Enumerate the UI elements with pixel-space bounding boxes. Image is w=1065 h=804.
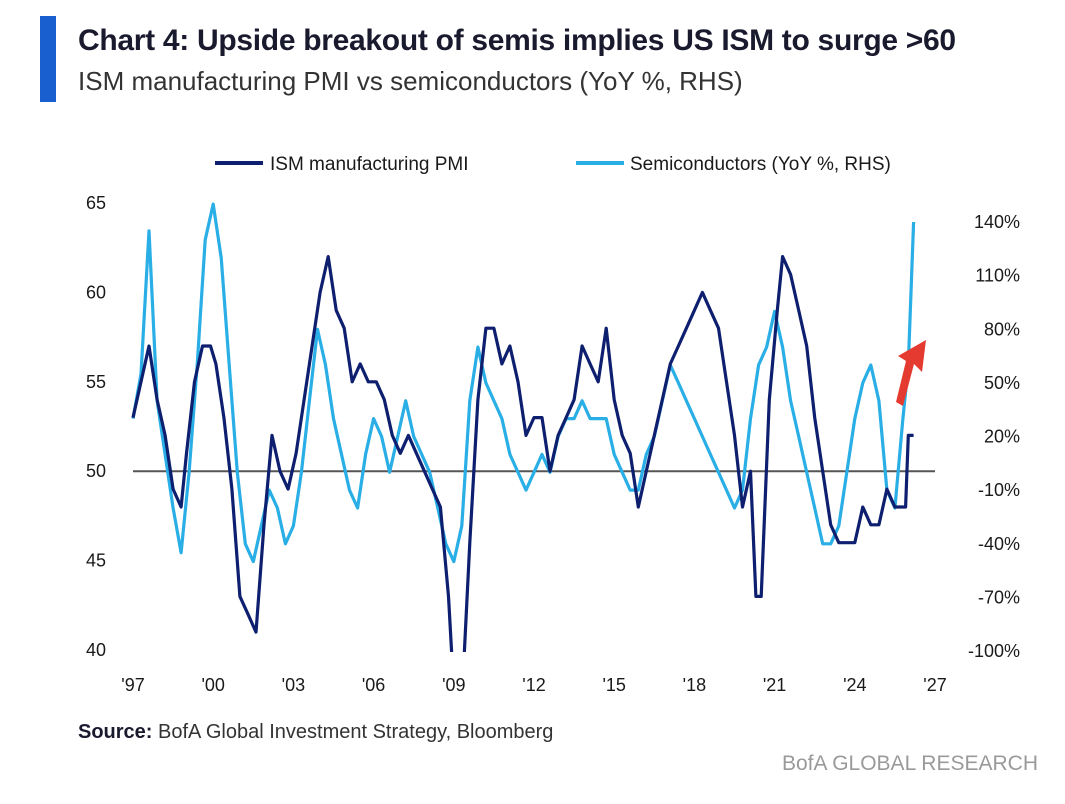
right-tick-label: -40% [978,534,1020,554]
legend-label-ism: ISM manufacturing PMI [270,154,469,175]
x-tick-label: '12 [522,675,545,695]
up-arrow-icon [896,340,926,406]
left-tick-label: 50 [86,461,106,481]
x-tick-label: '21 [763,675,786,695]
x-tick-label: '09 [442,675,465,695]
left-tick-label: 65 [86,193,106,213]
x-tick-label: '06 [362,675,385,695]
source-label: Source: [78,721,153,743]
left-axis: 65 60 55 50 45 40 [86,193,106,660]
chart-legend: ISM manufacturing PMI Semiconductors (YoY… [215,154,891,175]
plot-area [131,202,935,652]
x-tick-label: '03 [282,675,305,695]
series-line-semiconductors [131,202,916,564]
x-tick-label: '97 [121,675,144,695]
right-tick-label: 50% [984,373,1020,393]
series-line-ism [131,255,914,652]
x-tick-label: '18 [683,675,706,695]
left-tick-label: 60 [86,282,106,302]
legend-label-semiconductors: Semiconductors (YoY %, RHS) [630,154,891,175]
right-tick-label: -100% [968,641,1020,661]
x-tick-label: '15 [602,675,625,695]
right-tick-label: 140% [974,212,1020,232]
chart-subtitle: ISM manufacturing PMI vs semiconductors … [78,66,743,96]
source-text: BofA Global Investment Strategy, Bloombe… [158,721,554,743]
left-tick-label: 45 [86,551,106,571]
left-tick-label: 55 [86,372,106,392]
brand-footer: BofA GLOBAL RESEARCH [782,752,1038,775]
x-tick-label: '00 [201,675,224,695]
right-tick-label: 110% [975,266,1020,286]
x-tick-label: '27 [923,675,946,695]
right-tick-label: -70% [978,587,1020,607]
x-axis: '97 '00 '03 '06 '09 '12 '15 '18 '21 '24 '27 [121,675,946,695]
left-tick-label: 40 [86,640,106,660]
right-tick-label: -10% [978,480,1020,500]
right-tick-label: 20% [984,427,1020,447]
right-tick-label: 80% [984,319,1020,339]
x-tick-label: '24 [843,675,866,695]
title-accent-bar [40,16,56,102]
right-axis: 140% 110% 80% 50% 20% -10% -40% -70% -100% [968,212,1020,661]
chart-title: Chart 4: Upside breakout of semis implie… [78,24,956,57]
source-note: Source: BofA Global Investment Strategy,… [78,721,553,744]
